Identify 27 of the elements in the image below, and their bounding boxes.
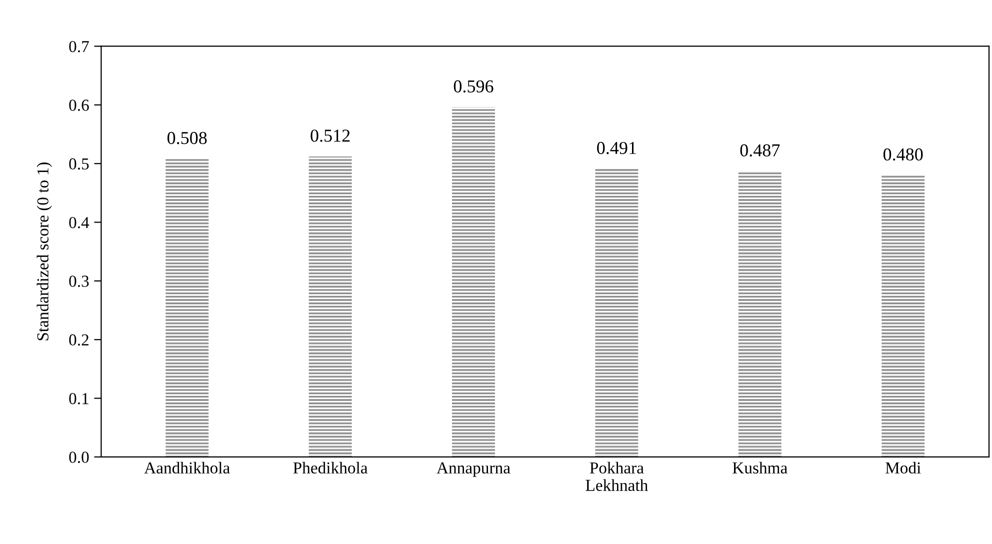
bar <box>308 156 352 457</box>
data-label: 0.491 <box>597 142 636 154</box>
x-tick-label: Annapurna <box>436 462 510 477</box>
data-label: 0.487 <box>740 144 780 157</box>
y-tick-label: 0.1 <box>69 392 88 404</box>
data-label: 0.480 <box>883 148 923 161</box>
bar <box>882 175 925 457</box>
data-label: 0.512 <box>310 130 350 142</box>
data-label: 0.508 <box>167 132 207 144</box>
y-tick-label: 0.6 <box>69 100 89 111</box>
y-tick-label: 0.5 <box>69 158 89 170</box>
y-tick-label: 0.4 <box>69 216 90 228</box>
y-tick-label: 0.2 <box>69 334 88 346</box>
x-tick-label: Modi <box>886 462 921 474</box>
y-tick-label: 0.3 <box>69 276 89 287</box>
bar <box>738 171 782 457</box>
x-tick-label: Aandhikhola <box>144 462 230 474</box>
x-tick-label: Kushma <box>732 462 788 474</box>
y-tick-label: 0.7 <box>69 40 89 52</box>
x-tick-label: Pokhara Lekhnath <box>586 462 648 491</box>
bar <box>452 107 495 457</box>
bar <box>595 168 638 457</box>
data-label: 0.596 <box>454 80 494 93</box>
bar <box>166 158 209 457</box>
y-axis-title: Standardized score (0 to 1) <box>36 162 52 340</box>
y-tick-label: 0.0 <box>69 452 89 463</box>
x-tick-label: Phedikhola <box>293 462 368 474</box>
